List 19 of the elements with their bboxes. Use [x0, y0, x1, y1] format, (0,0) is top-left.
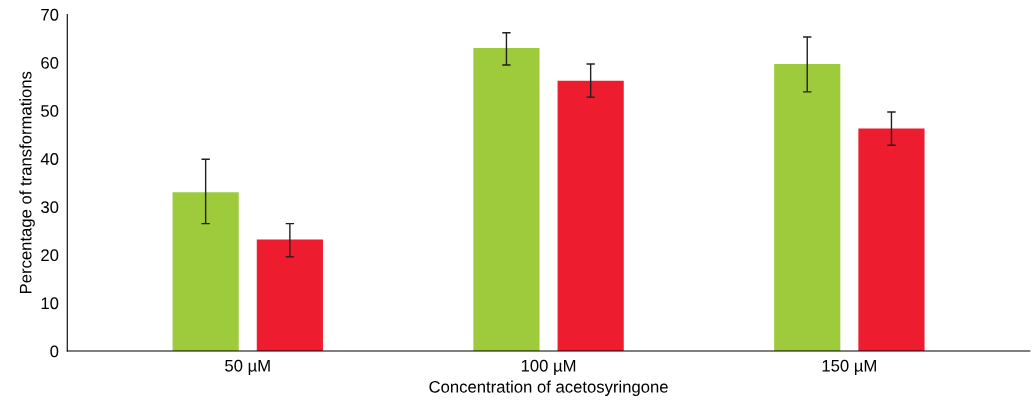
x-tick-label: 150 µM: [822, 359, 876, 375]
y-tick-label: 0: [50, 345, 59, 358]
y-tick-label: 10: [41, 297, 59, 310]
y-tick-label: 50: [41, 105, 59, 117]
bar: [172, 192, 239, 352]
y-tick-label: 30: [41, 201, 59, 213]
x-tick-label: 50 µM: [225, 359, 270, 375]
bar: [774, 63, 841, 352]
y-tick-label: 20: [41, 249, 59, 262]
x-axis-title: Concentration of acetosyringone: [429, 380, 668, 397]
bar: [557, 80, 624, 352]
y-axis-title: Percentage of transformations: [19, 71, 35, 294]
y-tick-label: 40: [40, 153, 59, 165]
y-tick-label: 70: [41, 8, 59, 21]
bar: [858, 128, 925, 352]
x-tick-label: 100 µM: [521, 359, 576, 375]
bar: [256, 239, 323, 352]
bar: [473, 48, 540, 352]
y-tick-label: 60: [41, 56, 59, 69]
